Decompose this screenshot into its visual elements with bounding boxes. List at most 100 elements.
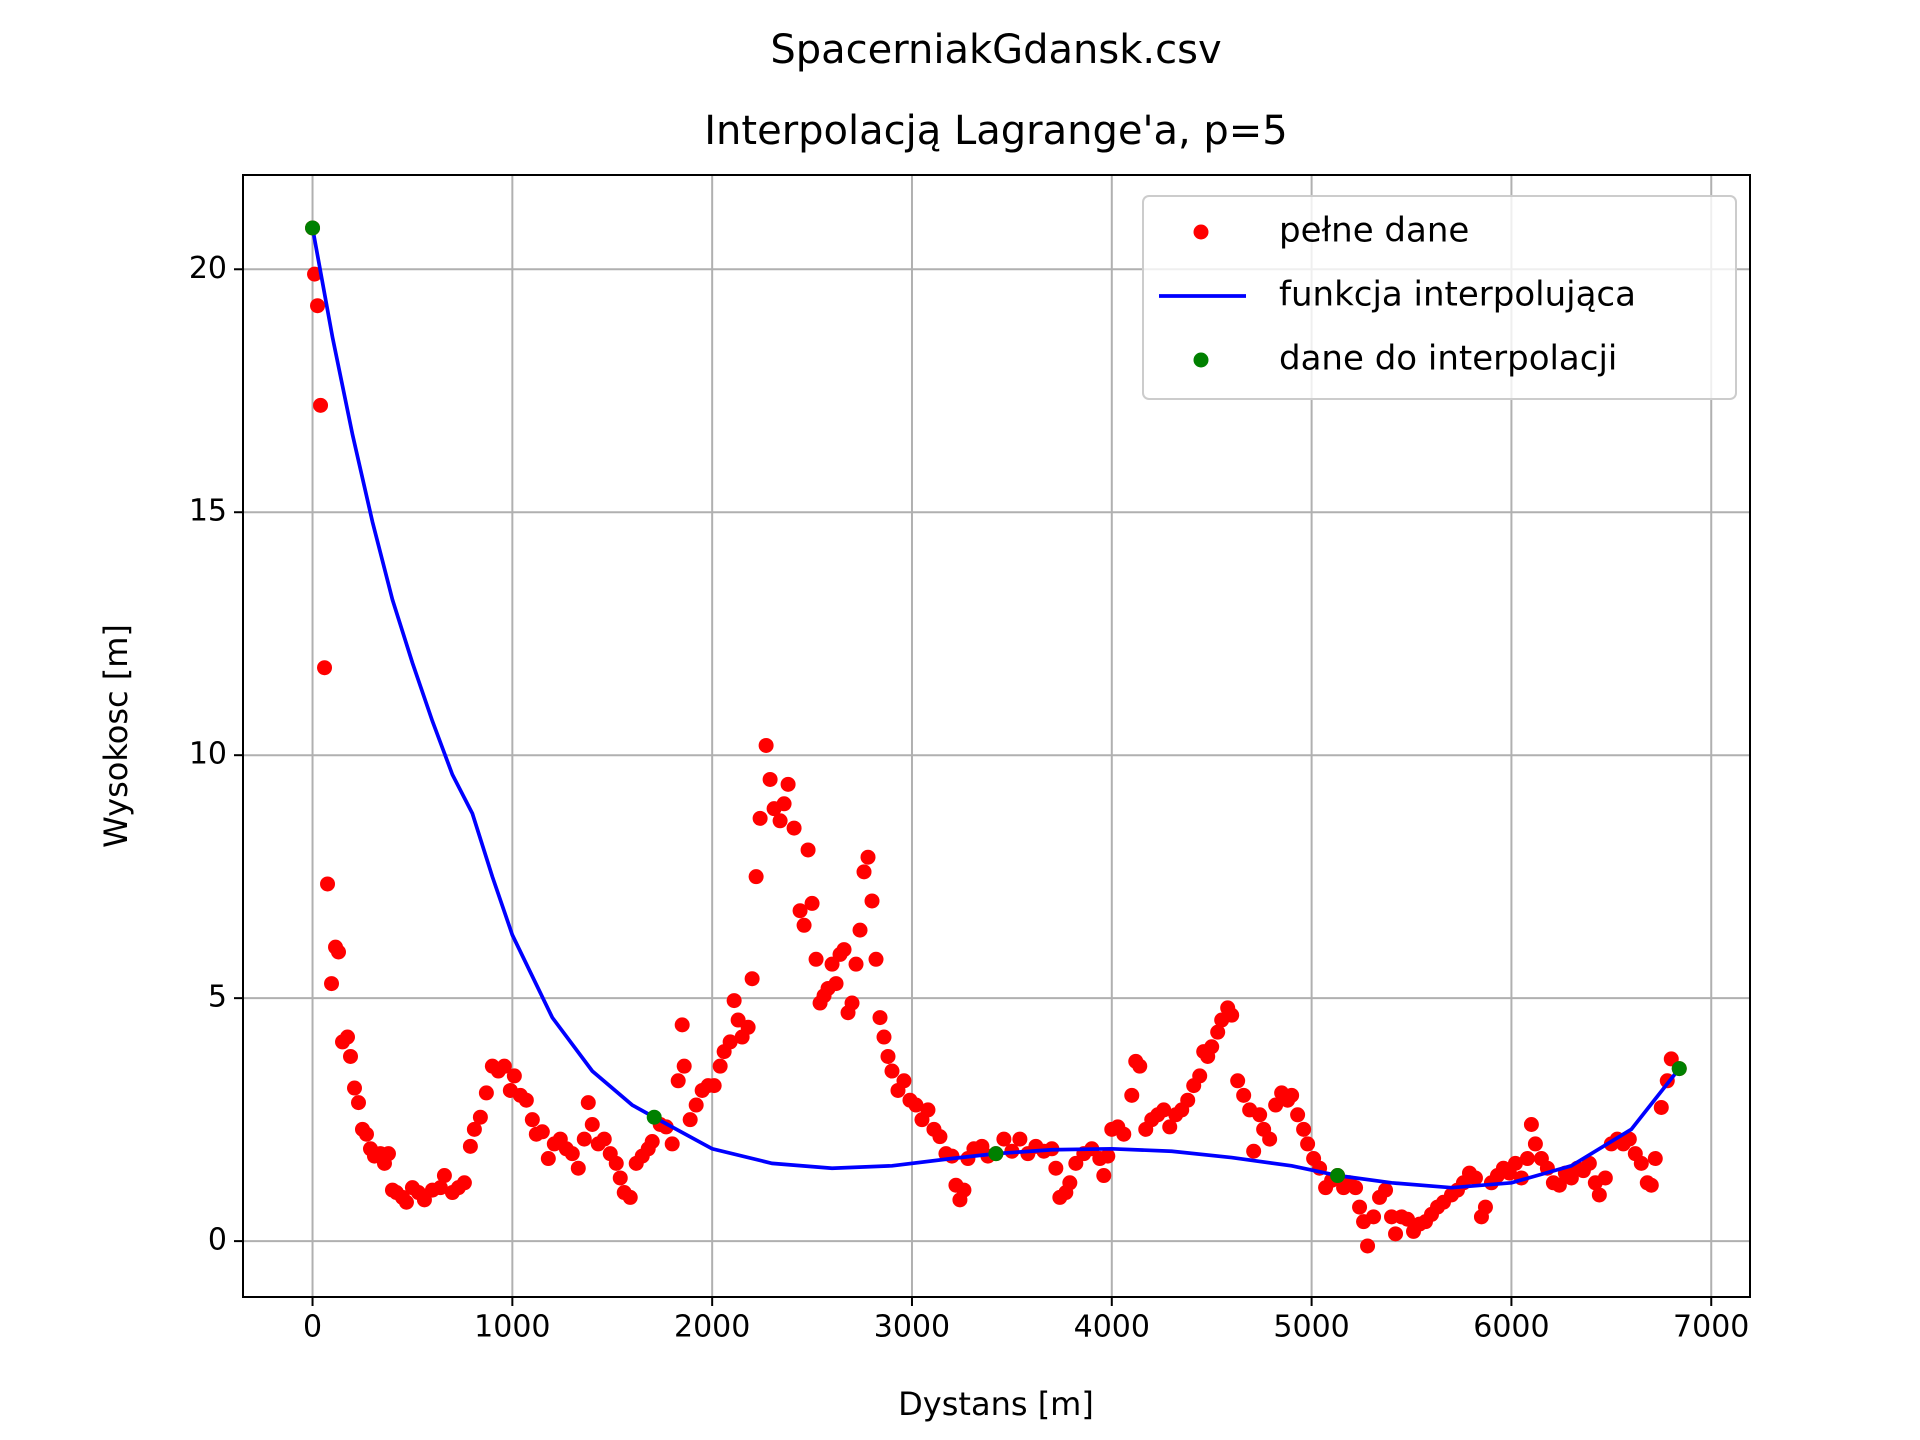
data-point (436, 1168, 452, 1184)
data-point (762, 771, 778, 787)
data-point (682, 1112, 698, 1128)
data-point (1296, 1121, 1312, 1137)
data-point (1671, 1061, 1687, 1077)
data-point (772, 813, 788, 829)
data-point (380, 1146, 396, 1162)
data-point (1124, 1087, 1140, 1103)
data-point (1300, 1136, 1316, 1152)
data-point (1262, 1131, 1278, 1147)
data-point (576, 1131, 592, 1147)
data-point (646, 1109, 662, 1125)
y-tick-label: 0 (208, 1223, 227, 1258)
data-point (518, 1092, 534, 1108)
data-point (612, 1170, 628, 1186)
legend-label: funkcja interpolująca (1279, 275, 1636, 315)
data-point (1100, 1148, 1116, 1164)
data-point (856, 864, 872, 880)
data-point (776, 796, 792, 812)
data-point (852, 922, 868, 938)
x-tick-label: 2000 (674, 1310, 750, 1345)
data-point (1591, 1187, 1607, 1203)
data-point (808, 951, 824, 967)
data-point (1352, 1199, 1368, 1215)
data-point (1366, 1209, 1382, 1225)
data-point (908, 1097, 924, 1113)
data-point (670, 1073, 686, 1089)
data-point (758, 737, 774, 753)
data-point (844, 995, 860, 1011)
data-point (828, 976, 844, 992)
data-point (1230, 1073, 1246, 1089)
data-point (1096, 1168, 1112, 1184)
x-tick-label: 0 (303, 1310, 322, 1345)
data-point (540, 1151, 556, 1167)
x-tick-label: 3000 (874, 1310, 950, 1345)
data-point (1062, 1175, 1078, 1191)
data-point (496, 1058, 512, 1074)
data-point (305, 220, 321, 236)
data-point (706, 1078, 722, 1094)
data-point (722, 1034, 738, 1050)
data-point (1643, 1177, 1659, 1193)
data-point (800, 842, 816, 858)
data-point (1284, 1087, 1300, 1103)
data-point (712, 1058, 728, 1074)
data-point (786, 820, 802, 836)
plot-area (305, 220, 1687, 1254)
x-tick-label: 5000 (1273, 1310, 1349, 1345)
y-tick-label: 20 (189, 251, 227, 286)
data-point (1180, 1092, 1196, 1108)
data-point (622, 1189, 638, 1205)
data-point (880, 1048, 896, 1064)
data-point (860, 849, 876, 865)
data-point (1246, 1143, 1262, 1159)
y-tick-label: 5 (208, 980, 227, 1015)
x-tick-label: 7000 (1673, 1310, 1749, 1345)
data-point (456, 1175, 472, 1191)
data-point (996, 1131, 1012, 1147)
chart-subtitle: Interpolacją Lagrange'a, p=5 (704, 108, 1288, 154)
data-point (358, 1126, 374, 1142)
data-point (398, 1194, 414, 1210)
data-point (1597, 1170, 1613, 1186)
data-point (1523, 1116, 1539, 1132)
data-point (1581, 1155, 1597, 1171)
data-point (340, 1029, 356, 1045)
data-point (313, 397, 329, 413)
data-point (324, 976, 340, 992)
chart-title: SpacerniakGdansk.csv (770, 27, 1221, 73)
y-tick-label: 15 (189, 494, 227, 529)
legend-box (1142, 195, 1737, 400)
data-point (1400, 1211, 1416, 1227)
data-point (580, 1095, 596, 1111)
data-point (780, 776, 796, 792)
data-point (748, 869, 764, 885)
data-point (1330, 1168, 1346, 1184)
data-point (1116, 1126, 1132, 1142)
interpolation-line (310, 227, 1681, 1190)
data-point (752, 810, 768, 826)
data-point (1192, 1068, 1208, 1084)
data-point (848, 956, 864, 972)
data-point (674, 1017, 690, 1033)
data-point (726, 993, 742, 1009)
data-point (1210, 1024, 1226, 1040)
data-point (740, 1019, 756, 1035)
axes-frame (242, 174, 1751, 1298)
data-point (478, 1085, 494, 1101)
data-point (876, 1029, 892, 1045)
x-tick-label: 6000 (1473, 1310, 1549, 1345)
data-point (564, 1146, 580, 1162)
data-point (1204, 1039, 1220, 1055)
data-point (524, 1112, 540, 1128)
legend-marker (1193, 224, 1209, 240)
data-point (896, 1073, 912, 1089)
data-point (868, 951, 884, 967)
data-point (1647, 1151, 1663, 1167)
data-point (804, 895, 820, 911)
data-point (1527, 1136, 1543, 1152)
data-point (988, 1146, 1004, 1162)
data-point (1621, 1131, 1637, 1147)
data-point (1388, 1226, 1404, 1242)
data-point (1156, 1102, 1172, 1118)
